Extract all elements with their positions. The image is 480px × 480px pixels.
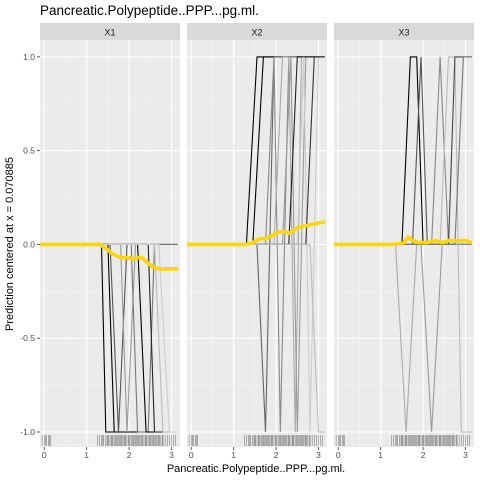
x-tick-label: 3 — [316, 450, 321, 460]
axes: 0 1 2 3 0 1 2 3 0 1 2 3 1.0 0.5 0.0 -0.5 -1.0 — [20, 52, 468, 460]
facet-strip — [40, 23, 180, 40]
x-tick-label: 2 — [421, 450, 426, 460]
facet-strip-label: X2 — [251, 28, 262, 38]
chart-title: Pancreatic.Polypeptide..PPP...pg.ml. — [40, 3, 259, 18]
y-axis-label: Prediction centered at x = 0.070885 — [4, 157, 16, 331]
y-tick-label: 0.0 — [23, 239, 35, 249]
x-tick-label: 0 — [189, 450, 194, 460]
facet-panels: X1 X2 X3 — [40, 23, 474, 447]
facet-panel-x1: X1 — [40, 23, 180, 447]
x-axis-label: Pancreatic.Polypeptide..PPP...pg.ml. — [167, 463, 345, 475]
x-tick-label: 0 — [42, 450, 47, 460]
y-tick-label: -0.5 — [20, 333, 35, 343]
y-tick-label: -1.0 — [20, 427, 35, 437]
facet-panel-x3: X3 — [334, 23, 474, 447]
facet-strip-label: X1 — [104, 28, 115, 38]
x-tick-label: 3 — [169, 450, 174, 460]
pdp-line — [40, 242, 178, 271]
pdp-line — [187, 220, 326, 247]
y-tick-label: 1.0 — [23, 52, 35, 62]
facet-strip-label: X3 — [398, 28, 409, 38]
x-tick-label: 1 — [84, 450, 89, 460]
facet-panel-x2: X2 — [187, 23, 327, 447]
x-tick-label: 2 — [274, 450, 279, 460]
x-tick-label: 1 — [378, 450, 383, 460]
x-tick-label: 0 — [336, 450, 341, 460]
x-tick-label: 1 — [231, 450, 236, 460]
facet-strip — [187, 23, 327, 40]
x-tick-label: 3 — [463, 450, 468, 460]
x-tick-label: 2 — [127, 450, 132, 460]
y-tick-label: 0.5 — [23, 146, 35, 156]
facet-strip — [334, 23, 474, 40]
pdp-line — [334, 235, 473, 247]
